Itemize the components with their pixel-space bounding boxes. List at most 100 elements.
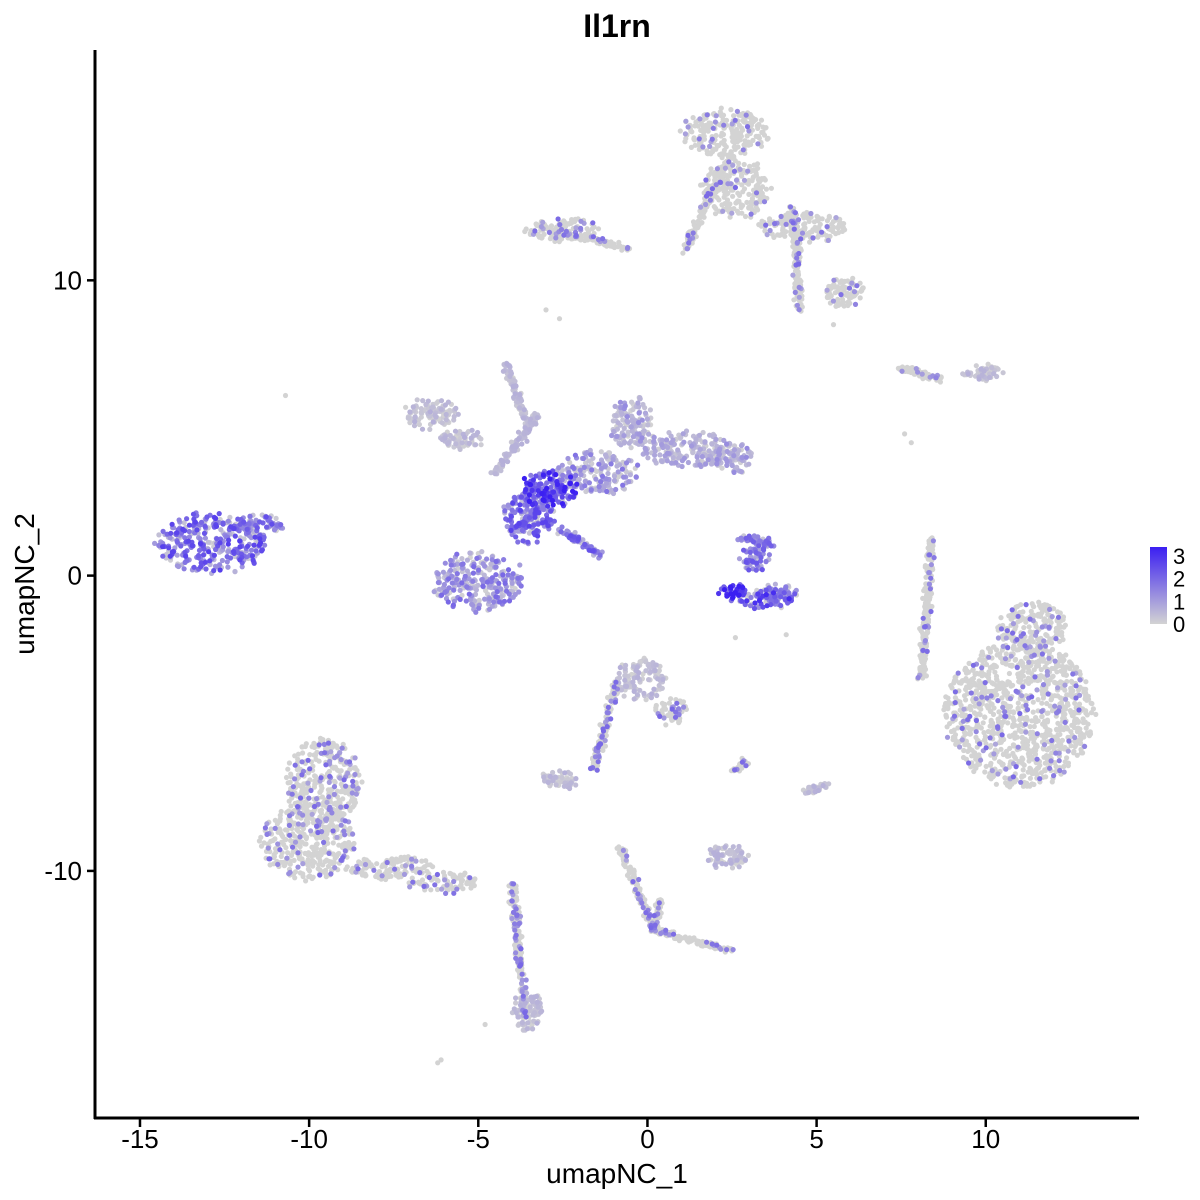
cell-point xyxy=(987,762,994,768)
cell-point xyxy=(1030,603,1036,609)
cell-point xyxy=(322,849,328,855)
cell-point xyxy=(621,693,627,699)
cell-point xyxy=(1016,642,1023,648)
cell-point xyxy=(619,852,625,858)
cell-point xyxy=(999,633,1005,639)
cell-point xyxy=(572,216,578,222)
cell-point xyxy=(1068,710,1074,716)
cell-point xyxy=(1020,767,1026,773)
cell-point xyxy=(258,843,265,849)
cell-point xyxy=(970,667,976,673)
cell-point xyxy=(927,594,933,600)
cell-point xyxy=(696,222,702,228)
cell-point xyxy=(984,703,990,709)
cell-point xyxy=(844,290,851,296)
cell-point xyxy=(989,680,995,686)
cell-point xyxy=(307,873,313,879)
point-cloud xyxy=(152,105,1099,1066)
cell-point xyxy=(1018,602,1024,608)
cell-point xyxy=(1003,780,1009,786)
cell-point xyxy=(1039,713,1045,719)
cell-point xyxy=(955,725,961,731)
cell-point xyxy=(274,821,280,827)
cell-point xyxy=(751,162,757,168)
cell-point xyxy=(998,713,1004,720)
cell-point xyxy=(785,214,792,220)
cell-point xyxy=(317,808,323,814)
cell-point xyxy=(1018,728,1024,734)
cell-point xyxy=(292,869,299,875)
cell-point xyxy=(1009,662,1015,669)
cell-point xyxy=(716,197,722,203)
cell-point xyxy=(1084,730,1090,736)
cell-point xyxy=(1030,709,1036,715)
cell-point xyxy=(1047,732,1053,738)
cell-point xyxy=(1075,726,1081,732)
cell-point xyxy=(1074,752,1080,758)
cell-point xyxy=(768,185,775,191)
cell-point xyxy=(731,113,737,119)
cell-point xyxy=(983,763,989,770)
cell-point xyxy=(1000,751,1007,758)
cell-point xyxy=(1044,747,1050,753)
cell-point xyxy=(403,404,409,410)
cell-point xyxy=(964,691,971,697)
cell-point xyxy=(976,671,982,677)
cell-point xyxy=(902,431,908,437)
cell-point xyxy=(332,816,339,822)
cell-point xyxy=(607,243,614,249)
cell-point xyxy=(1024,714,1030,720)
cell-point xyxy=(996,709,1002,715)
cell-point xyxy=(1081,689,1087,695)
cell-point xyxy=(285,850,291,856)
cell-point xyxy=(792,232,798,238)
cell-point xyxy=(1019,757,1025,764)
cell-point xyxy=(730,844,736,850)
cell-point xyxy=(330,840,336,846)
cell-point xyxy=(763,125,769,131)
cell-point xyxy=(598,449,604,455)
cell-point xyxy=(457,446,463,452)
cell-point xyxy=(1026,638,1032,644)
cell-point xyxy=(1045,612,1051,618)
cell-point xyxy=(1067,659,1073,665)
cell-point xyxy=(988,708,994,714)
cell-point xyxy=(1015,700,1021,706)
cell-point xyxy=(513,1000,519,1006)
cell-point xyxy=(323,871,329,877)
cell-point xyxy=(1020,673,1026,679)
cell-point xyxy=(801,222,807,228)
cell-point xyxy=(1062,711,1068,717)
cell-point xyxy=(985,675,992,681)
cell-point xyxy=(719,130,725,136)
cell-point xyxy=(1053,629,1059,635)
cell-point xyxy=(340,842,346,848)
cell-point xyxy=(847,300,853,306)
cell-point xyxy=(961,747,967,754)
cell-point xyxy=(616,239,622,245)
cell-point xyxy=(1058,668,1064,674)
cell-point xyxy=(920,632,926,638)
cell-point xyxy=(688,144,695,150)
cell-point xyxy=(1054,669,1060,675)
cell-point xyxy=(746,191,752,197)
cell-point xyxy=(973,363,979,369)
cell-point xyxy=(443,417,449,423)
cell-point xyxy=(1042,723,1048,729)
cell-point xyxy=(479,549,485,555)
cell-point xyxy=(1076,701,1083,707)
cell-point xyxy=(806,784,812,791)
cell-point xyxy=(305,866,311,872)
cell-point xyxy=(724,202,730,208)
cell-point xyxy=(318,788,324,794)
cell-point xyxy=(1014,734,1020,740)
cell-point xyxy=(780,227,786,233)
cell-point xyxy=(790,243,796,250)
cell-point xyxy=(1026,758,1032,764)
cell-point xyxy=(1049,640,1055,646)
cell-point xyxy=(977,656,983,663)
cell-point xyxy=(1029,732,1035,738)
cell-point xyxy=(543,307,549,313)
cell-point xyxy=(963,686,969,693)
